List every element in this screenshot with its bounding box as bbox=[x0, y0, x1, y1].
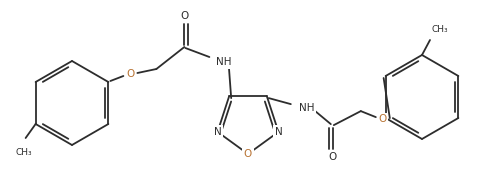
Text: NH: NH bbox=[299, 103, 314, 113]
Text: O: O bbox=[378, 114, 387, 124]
Text: CH₃: CH₃ bbox=[432, 25, 448, 34]
Text: CH₃: CH₃ bbox=[15, 148, 32, 157]
Text: NH: NH bbox=[216, 57, 232, 67]
Text: O: O bbox=[244, 149, 252, 159]
Text: O: O bbox=[126, 69, 134, 79]
Text: O: O bbox=[180, 11, 188, 21]
Text: O: O bbox=[329, 152, 337, 162]
Text: N: N bbox=[275, 127, 282, 137]
Text: N: N bbox=[214, 127, 221, 137]
